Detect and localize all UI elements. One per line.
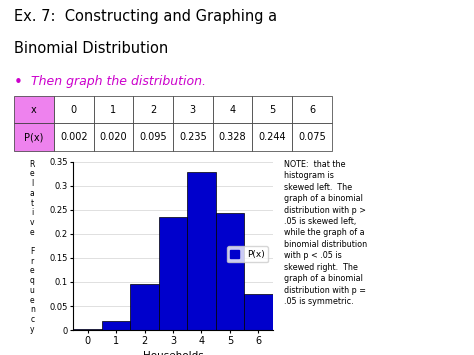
Bar <box>130 284 159 330</box>
Bar <box>187 172 216 330</box>
Text: NOTE:  that the
histogram is
skewed left.  The
graph of a binomial
distribution : NOTE: that the histogram is skewed left.… <box>284 160 367 306</box>
Text: •: • <box>14 75 23 89</box>
Bar <box>73 329 102 330</box>
X-axis label: Households: Households <box>143 351 203 355</box>
Text: R
e
l
a
t
i
v
e
 
F
r
e
q
u
e
n
c
y: R e l a t i v e F r e q u e n c y <box>29 160 35 334</box>
Bar <box>159 217 187 330</box>
Bar <box>244 294 273 330</box>
Bar <box>216 213 244 330</box>
Text: Ex. 7:  Constructing and Graphing a: Ex. 7: Constructing and Graphing a <box>14 9 277 24</box>
Text: Binomial Distribution: Binomial Distribution <box>14 41 168 56</box>
Bar <box>102 321 130 330</box>
Text: Then graph the distribution.: Then graph the distribution. <box>31 75 206 88</box>
Legend: P(x): P(x) <box>227 246 268 262</box>
